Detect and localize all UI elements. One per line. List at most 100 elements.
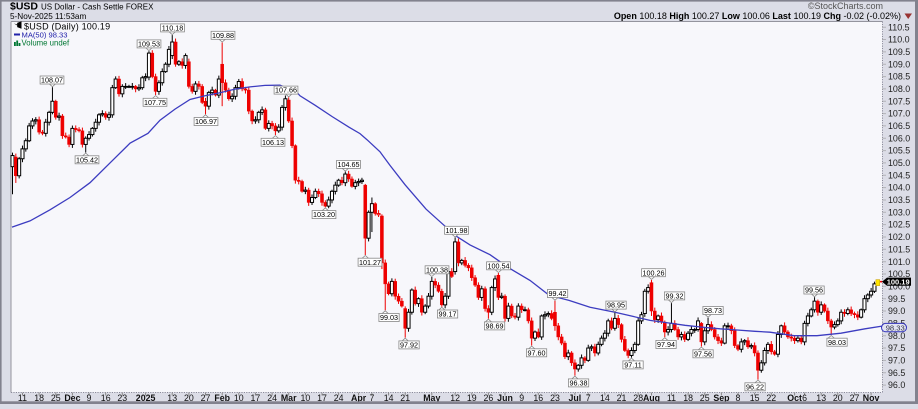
svg-text:98.03: 98.03 (828, 338, 846, 347)
svg-text:Oct: Oct (787, 393, 802, 403)
svg-text:23: 23 (550, 393, 560, 403)
svg-text:108.07: 108.07 (41, 76, 63, 85)
svg-text:28: 28 (633, 393, 643, 403)
svg-text:16: 16 (533, 393, 543, 403)
svg-text:Feb: Feb (214, 393, 230, 403)
svg-text:Jun: Jun (497, 393, 513, 403)
svg-text:110.18: 110.18 (162, 24, 183, 33)
svg-text:100.26: 100.26 (643, 268, 665, 277)
svg-text:104.5: 104.5 (888, 170, 910, 180)
svg-text:107.75: 107.75 (144, 98, 166, 107)
svg-text:7: 7 (369, 393, 374, 403)
svg-text:10: 10 (234, 393, 244, 403)
svg-text:109.53: 109.53 (138, 40, 160, 49)
svg-text:21: 21 (400, 393, 410, 403)
svg-text:103.0: 103.0 (888, 207, 910, 217)
svg-text:101.98: 101.98 (446, 226, 468, 235)
svg-text:110.5: 110.5 (888, 22, 910, 32)
svg-text:98.33: 98.33 (886, 324, 905, 333)
svg-text:16: 16 (101, 393, 111, 403)
svg-text:11: 11 (18, 393, 27, 403)
svg-text:Mar: Mar (281, 393, 297, 403)
svg-text:109.88: 109.88 (212, 31, 234, 40)
svg-text:96.38: 96.38 (570, 379, 588, 388)
svg-text:13: 13 (167, 393, 177, 403)
svg-text:$USD (Daily) 100.19: $USD (Daily) 100.19 (24, 22, 110, 32)
svg-text:100.54: 100.54 (488, 261, 510, 270)
svg-text:107.66: 107.66 (275, 86, 297, 95)
svg-text:18: 18 (34, 393, 44, 403)
svg-text:18: 18 (683, 393, 693, 403)
svg-text:99.5: 99.5 (888, 294, 905, 304)
svg-text:22: 22 (766, 393, 776, 403)
svg-text:99.03: 99.03 (380, 313, 398, 322)
svg-text:107.5: 107.5 (888, 96, 910, 106)
svg-text:97.60: 97.60 (528, 348, 546, 357)
svg-text:96.5: 96.5 (888, 368, 905, 378)
svg-text:Dec: Dec (64, 393, 80, 403)
svg-text:24: 24 (334, 393, 344, 403)
svg-text:8: 8 (736, 393, 741, 403)
svg-text:27: 27 (201, 393, 211, 403)
svg-text:Sep: Sep (713, 393, 730, 403)
svg-text:96.22: 96.22 (746, 382, 764, 391)
svg-text:101.27: 101.27 (359, 258, 381, 267)
svg-text:105.0: 105.0 (888, 158, 910, 168)
svg-text:17: 17 (317, 393, 327, 403)
svg-text:25: 25 (700, 393, 710, 403)
svg-text:Aug: Aug (643, 393, 660, 403)
svg-text:26: 26 (484, 393, 494, 403)
svg-text:7: 7 (586, 393, 591, 403)
svg-text:15: 15 (750, 393, 760, 403)
svg-text:11: 11 (667, 393, 676, 403)
svg-text:10: 10 (301, 393, 311, 403)
svg-text:14: 14 (384, 393, 394, 403)
svg-text:102.5: 102.5 (888, 220, 910, 230)
svg-text:©StockCharts.com: ©StockCharts.com (808, 1, 883, 11)
svg-text:12: 12 (450, 393, 460, 403)
svg-text:105.42: 105.42 (76, 155, 98, 164)
svg-text:106.5: 106.5 (888, 121, 910, 131)
svg-text:$USD US Dollar - Cash Settle F: $USD US Dollar - Cash Settle FOREX (10, 1, 154, 13)
svg-text:99.56: 99.56 (805, 286, 823, 295)
svg-text:Nov: Nov (863, 393, 880, 403)
svg-text:103.20: 103.20 (313, 210, 335, 219)
svg-text:100.5: 100.5 (888, 269, 910, 279)
svg-text:100.38: 100.38 (426, 265, 448, 274)
svg-text:25: 25 (51, 393, 61, 403)
svg-text:14: 14 (600, 393, 610, 403)
svg-text:9: 9 (87, 393, 92, 403)
svg-text:110.0: 110.0 (888, 35, 910, 45)
svg-text:17: 17 (251, 393, 261, 403)
svg-text:Open 100.18 High 100.27 Low 10: Open 100.18 High 100.27 Low 100.06 Last … (614, 11, 901, 21)
svg-text:20: 20 (833, 393, 843, 403)
svg-text:99.32: 99.32 (666, 292, 684, 301)
svg-text:5-Nov-2025 11:53am: 5-Nov-2025 11:53am (10, 12, 86, 21)
svg-text:97.5: 97.5 (888, 343, 905, 353)
svg-text:May: May (423, 393, 440, 403)
svg-text:6: 6 (802, 393, 807, 403)
svg-text:97.92: 97.92 (400, 341, 418, 350)
svg-text:107.0: 107.0 (888, 109, 910, 119)
svg-text:108.0: 108.0 (888, 84, 910, 94)
svg-text:106.13: 106.13 (262, 138, 284, 147)
svg-text:21: 21 (617, 393, 627, 403)
svg-text:98.95: 98.95 (607, 301, 625, 310)
svg-text:101.0: 101.0 (888, 257, 910, 267)
svg-text:105.5: 105.5 (888, 146, 910, 156)
svg-text:100.0: 100.0 (888, 281, 910, 291)
svg-text:9: 9 (519, 393, 524, 403)
svg-text:97.11: 97.11 (624, 361, 641, 370)
svg-text:98.73: 98.73 (704, 306, 722, 315)
svg-text:106.97: 106.97 (195, 117, 217, 126)
svg-text:24: 24 (267, 393, 277, 403)
svg-text:Volume undef: Volume undef (22, 39, 71, 48)
svg-text:97.0: 97.0 (888, 356, 905, 366)
svg-text:106.0: 106.0 (888, 133, 910, 143)
svg-text:MA(50) 98.33: MA(50) 98.33 (22, 31, 68, 40)
svg-text:97.94: 97.94 (657, 340, 675, 349)
svg-text:Apr: Apr (351, 393, 367, 403)
svg-text:98.0: 98.0 (888, 331, 905, 341)
svg-text:99.42: 99.42 (549, 289, 567, 298)
svg-text:109.5: 109.5 (888, 47, 910, 57)
